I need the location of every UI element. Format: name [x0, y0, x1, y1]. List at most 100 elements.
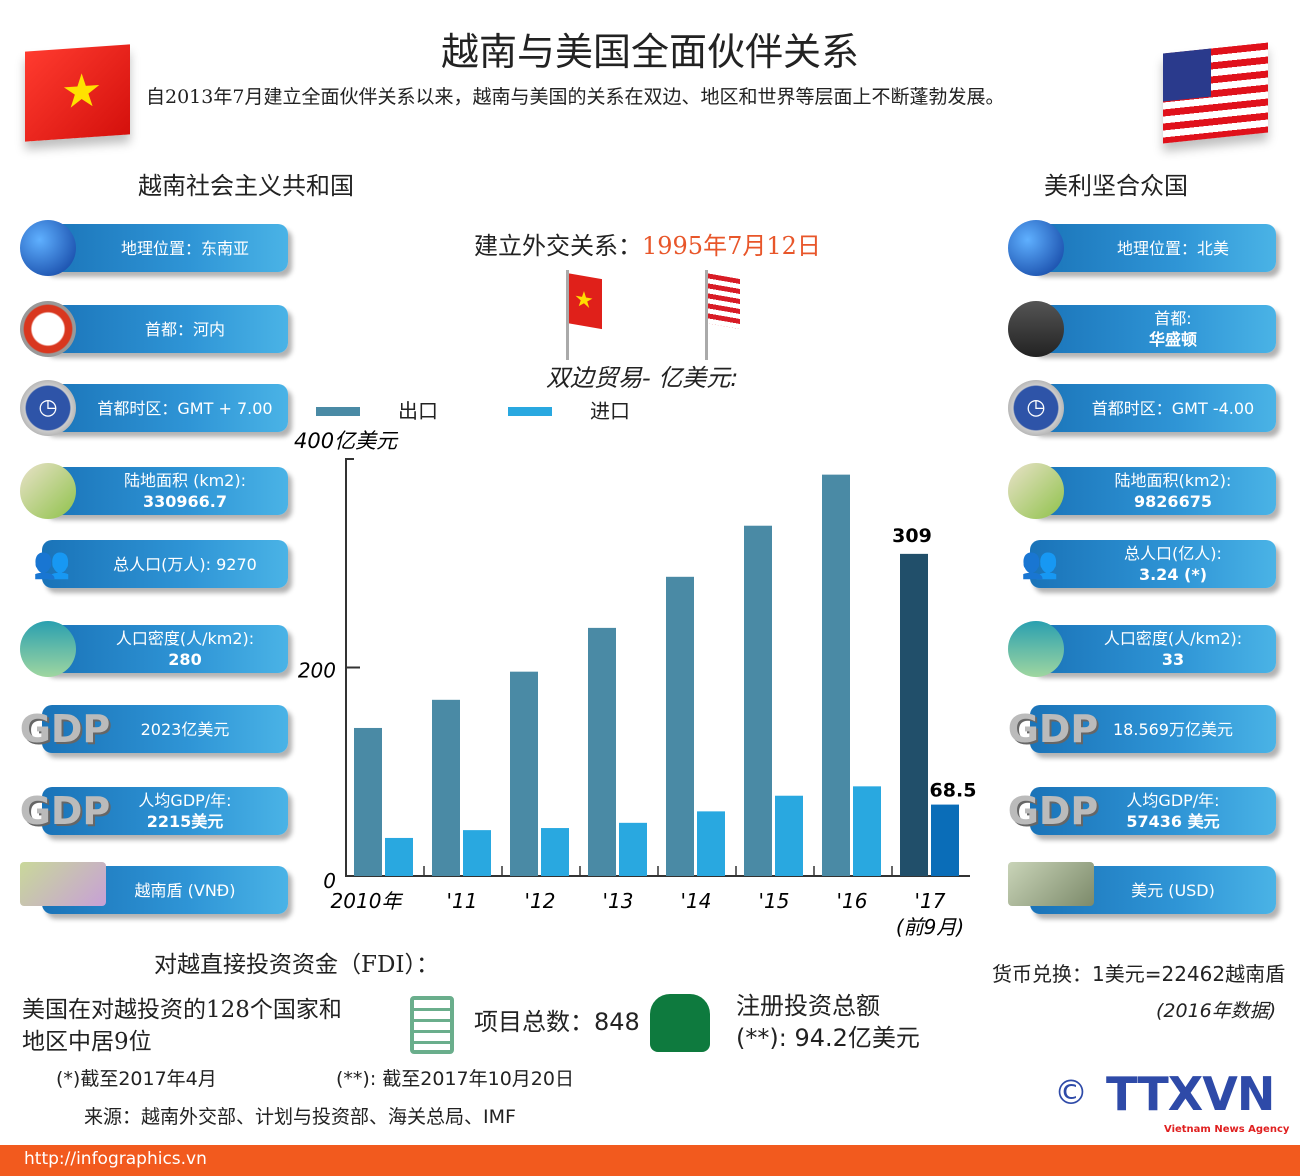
info-text: 陆地面积 (km2):: [124, 471, 246, 490]
source: 来源：越南外交部、计划与投资部、海关总局、IMF: [84, 1106, 516, 1128]
globe-icon: [1008, 220, 1064, 276]
document-icon: [410, 996, 454, 1054]
person-area-icon: [20, 621, 76, 677]
x-tick-label: '17: [915, 889, 946, 913]
fdi-capital: 注册投资总额 (**): 94.2亿美元: [736, 990, 920, 1054]
legend-export: 出口: [398, 399, 438, 423]
vietnam-info-1: 首都：河内: [42, 305, 288, 353]
dollar-note-icon: [1008, 862, 1094, 906]
usa-info-4: 总人口(亿人): 3.24 (*): [1030, 540, 1276, 588]
page-title: 越南与美国全面伙伴关系: [440, 30, 859, 74]
y-tick-label: 200: [298, 659, 336, 683]
vietnam-heading: 越南社会主义共和国: [138, 172, 354, 200]
usa-info-0: 地理位置：北美: [1030, 224, 1276, 272]
legend-swatch-import: [508, 407, 552, 416]
flagpole: [705, 270, 708, 360]
globe-icon: [20, 220, 76, 276]
vietnam-info-0: 地理位置：东南亚: [42, 224, 288, 272]
note-1: (*)截至2017年4月: [56, 1068, 217, 1090]
x-tick-label: '11: [447, 889, 478, 913]
usa-info-3: 陆地面积(km2): 9826675: [1030, 467, 1276, 515]
clock-icon: ◷: [20, 380, 76, 436]
gdp-person-icon: GDP: [1007, 789, 1099, 833]
trade-bar-chart: 200 0 400亿美元 2010年 '11 '12 '13 '14 '15 '16 '17(前9月…: [294, 429, 976, 939]
usa-info-1: 首都: 华盛顿: [1030, 305, 1276, 353]
logo-tagline: Vietnam News Agency: [1164, 1124, 1290, 1135]
bar-export: [354, 727, 382, 876]
bar-import: [931, 804, 959, 876]
fdi-capital-line1: 注册投资总额: [736, 992, 880, 1020]
gdp-icon: GDP: [19, 707, 111, 751]
footer-bar: http://infographics.vn: [0, 1145, 1300, 1176]
bar-export: [822, 474, 850, 876]
diplomatic-relations: 建立外交关系：1995年7月12日: [474, 232, 821, 261]
ttxvn-logo: TTXVN: [1106, 1067, 1275, 1121]
footer-url-link[interactable]: http://infographics.vn: [24, 1149, 207, 1169]
person-area-icon: [1008, 621, 1064, 677]
bar-export: [432, 699, 460, 876]
bar-export: [510, 671, 538, 876]
diplomatic-date: 1995年7月12日: [642, 232, 821, 260]
info-text: 地理位置：东南亚: [120, 238, 249, 258]
y-tick-label: 0: [323, 869, 336, 893]
info-text: 越南盾 (VNĐ): [134, 880, 236, 900]
x-tick-label: '12: [525, 889, 556, 913]
subtitle: 自2013年7月建立全面伙伴关系以来，越南与美国的关系在双边、地区和世界等层面上…: [146, 86, 1005, 108]
vietnam-info-5: 人口密度(人/km2): 280: [42, 625, 288, 673]
money-bag-icon: [650, 994, 710, 1052]
info-text: 3.24 (*): [1138, 565, 1208, 584]
x-tick-label: '13: [603, 889, 634, 913]
chart-title: 双边贸易- 亿美元:: [546, 364, 739, 392]
gdp-person-icon: GDP: [19, 789, 111, 833]
info-text: 首都:: [1154, 309, 1192, 328]
legend-import: 进口: [590, 399, 630, 423]
data-label: 309: [892, 525, 932, 547]
bar-export: [900, 553, 928, 876]
bar-export: [744, 525, 772, 876]
hanoi-emblem-icon: [20, 301, 76, 357]
info-text: 地理位置：北美: [1116, 238, 1229, 258]
info-text: 280: [168, 650, 202, 669]
info-text: 2215美元: [146, 812, 224, 831]
info-text: 总人口(万人): 9270: [113, 554, 257, 574]
map-pencil-icon: [20, 463, 76, 519]
vietnam-info-2: 首都时区：GMT + 7.00: [42, 384, 288, 432]
people-icon: 👥: [1021, 546, 1058, 581]
bar-export: [588, 627, 616, 876]
info-text: 2023亿美元: [140, 719, 230, 739]
usa-heading: 美利坚合众国: [1044, 172, 1188, 200]
bar-export: [666, 576, 694, 876]
clock-icon: ◷: [1008, 380, 1064, 436]
info-text: 330966.7: [142, 492, 227, 511]
banknote-icon: [20, 862, 106, 906]
exchange-rate: 货币兑换：1美元=22462越南盾: [992, 962, 1286, 986]
fdi-rank: 美国在对越投资的128个国家和 地区中居9位: [22, 994, 342, 1058]
bar-import: [619, 822, 647, 876]
info-text: 9826675: [1134, 492, 1212, 511]
info-text: 首都时区：GMT + 7.00: [97, 398, 273, 418]
x-tick-label: '16: [837, 889, 868, 913]
x-tick-label: '14: [681, 889, 712, 913]
usa-info-5: 人口密度(人/km2): 33: [1030, 625, 1276, 673]
bar-import: [697, 811, 725, 876]
vietnam-info-7: 人均GDP/年: 2215美元: [42, 787, 288, 835]
info-text: 总人口(亿人):: [1124, 544, 1222, 563]
info-text: 人口密度(人/km2):: [1103, 629, 1243, 648]
fdi-rank-line2: 地区中居9位: [22, 1029, 152, 1055]
usa-info-7: 人均GDP/年: 57436 美元: [1030, 787, 1276, 835]
info-text: 人口密度(人/km2):: [115, 629, 255, 648]
vietnam-info-4: 总人口(万人): 9270: [42, 540, 288, 588]
vietnam-info-6: 2023亿美元: [42, 705, 288, 753]
info-text: 华盛顿: [1148, 330, 1197, 349]
flagpole: [566, 270, 569, 360]
gdp-icon: GDP: [1007, 707, 1099, 751]
info-text: 人均GDP/年:: [138, 791, 232, 810]
y-axis-label: 400亿美元: [294, 429, 399, 453]
copyright-icon: ©: [1054, 1073, 1088, 1113]
info-text: 18.569万亿美元: [1113, 719, 1233, 739]
bar-import: [853, 786, 881, 876]
fdi-capital-line2: (**): 94.2亿美元: [736, 1024, 920, 1052]
info-text: 首都：河内: [144, 319, 225, 339]
note-2: (**): 截至2017年10月20日: [336, 1068, 574, 1090]
bar-import: [775, 795, 803, 876]
